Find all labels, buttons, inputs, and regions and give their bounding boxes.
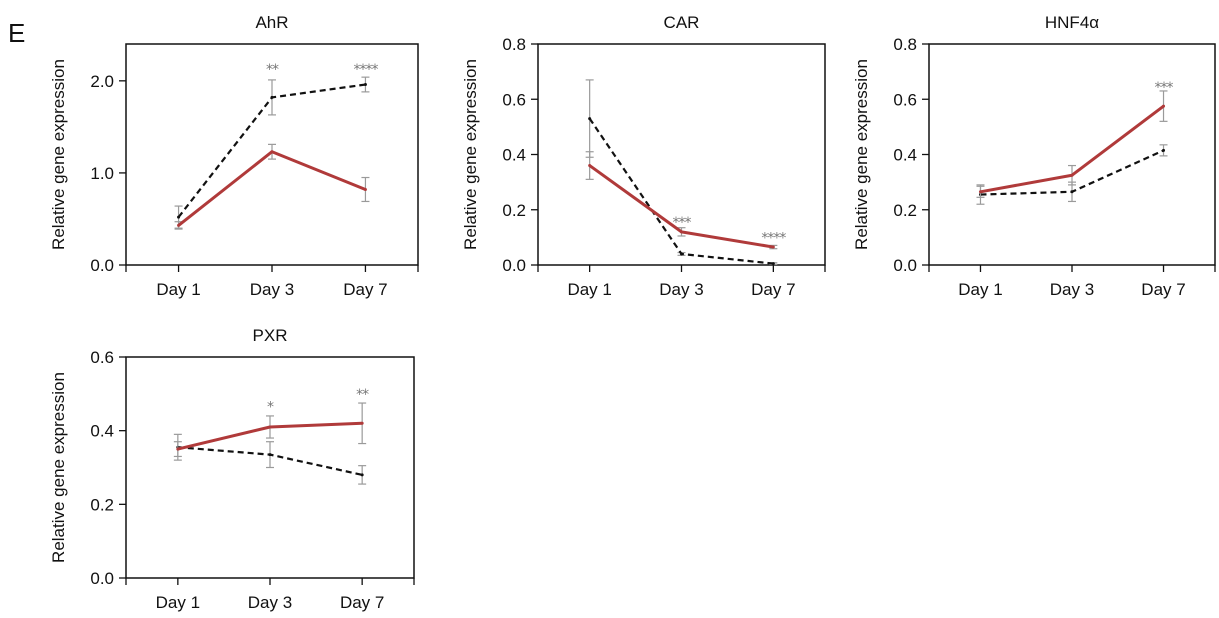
data-point [268,453,272,457]
data-point [588,164,592,168]
data-point [771,262,775,266]
data-point [363,187,367,191]
significance-marker: ** [266,62,279,78]
y-tick-label: 0.2 [90,495,114,514]
x-tick-label: Day 3 [250,280,294,299]
data-point [360,421,364,425]
y-axis-label: Relative gene expression [49,372,68,563]
chart-panel-1: CAR Relative gene expression 0.0 0.2 0.4 0.6 0… [461,13,826,299]
data-point [1070,190,1074,194]
y-tick-label: 0.0 [502,256,526,275]
y-tick-label: 0.0 [90,569,114,588]
x-tick-label: Day 3 [248,593,292,612]
x-tick-label: Day 7 [751,280,795,299]
y-tick-label: 0.0 [90,256,114,275]
data-point [771,245,775,249]
data-point [360,473,364,477]
x-tick-label: Day 1 [567,280,611,299]
y-tick-label: 0.6 [90,348,114,367]
y-axis-label: Relative gene expression [852,59,871,250]
panel-title: AhR [255,13,288,32]
data-point [176,447,180,451]
data-point [680,252,683,256]
y-tick-label: 1.0 [90,164,114,183]
y-tick-label: 0.6 [893,90,917,109]
data-point [1162,104,1166,108]
data-point [268,425,272,429]
significance-marker: *** [1155,80,1174,96]
chart-panel-2: HNF4α Relative gene expression 0.0 0.2 0.4 0.… [852,13,1216,299]
plot-frame [928,43,1216,266]
y-tick-label: 0.2 [502,201,526,220]
significance-marker: **** [353,62,378,78]
data-point [270,150,274,154]
y-tick-label: 0.4 [90,422,114,441]
significance-marker: *** [673,215,692,231]
panel-title: HNF4α [1045,13,1099,32]
y-tick-label: 0.4 [893,146,917,165]
y-axis-label: Relative gene expression [461,59,480,250]
panel-title: CAR [664,13,700,32]
x-tick-label: Day 7 [340,593,384,612]
significance-marker: ** [356,387,369,403]
y-tick-label: 0.2 [893,201,917,220]
y-tick-label: 0.4 [502,146,526,165]
x-tick-label: Day 3 [659,280,703,299]
data-point [177,215,181,219]
data-point [177,223,181,227]
data-point [588,117,592,121]
data-point [1162,148,1166,152]
y-tick-label: 0.6 [502,90,526,109]
x-tick-label: Day 7 [1141,280,1185,299]
x-tick-label: Day 1 [156,593,200,612]
y-axis-label: Relative gene expression [49,59,68,250]
panel-title: PXR [253,326,288,345]
x-tick-label: Day 1 [156,280,200,299]
chart-panel-0: AhR Relative gene expression 0.0 1.0 2.0 Day … [49,13,419,299]
x-tick-label: Day 3 [1050,280,1094,299]
significance-marker: * [267,400,274,416]
series-line-solid [177,150,367,227]
data-point [680,230,683,234]
y-tick-label: 0.8 [502,35,526,54]
data-point [270,95,274,99]
y-tick-label: 0.0 [893,256,917,275]
data-point [978,190,982,194]
y-tick-label: 2.0 [90,72,114,91]
figure-label: E [8,18,25,48]
significance-marker: **** [761,230,786,246]
y-tick-label: 0.8 [893,35,917,54]
data-point [363,83,367,87]
x-tick-label: Day 1 [958,280,1002,299]
x-tick-label: Day 7 [343,280,387,299]
chart-panel-3: PXR Relative gene expression 0.0 0.2 0.4 0.6 D… [49,326,415,612]
data-point [1070,173,1074,177]
